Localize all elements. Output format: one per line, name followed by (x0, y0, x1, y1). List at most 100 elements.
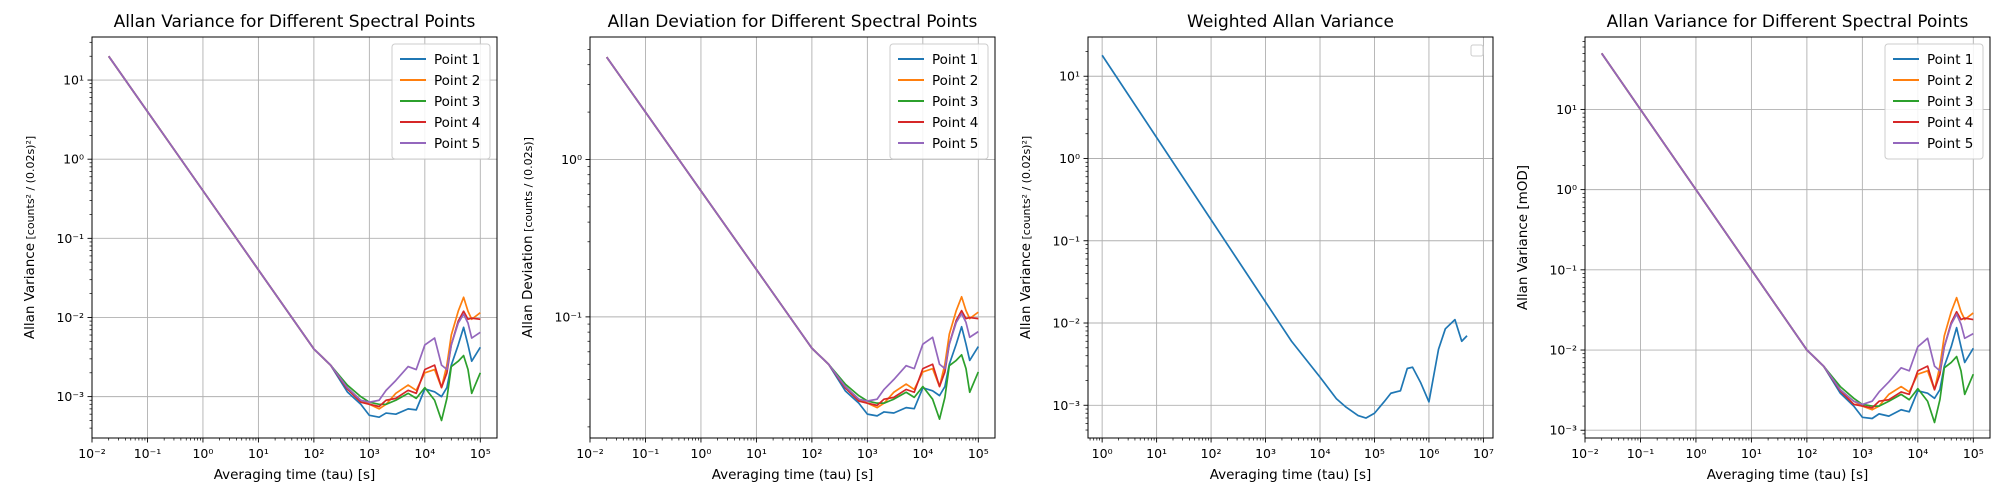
y-tick-label: 10¹ (63, 73, 84, 88)
legend-label: Point 5 (1927, 136, 1973, 152)
legend-label: Point 2 (1927, 73, 1973, 89)
x-tick-label: 10⁻¹ (134, 446, 162, 461)
y-tick-label: 10¹ (1556, 102, 1577, 117)
y-tick-label: 10⁻³ (1052, 398, 1080, 413)
series-line-point-5 (1601, 52, 1974, 406)
x-tick-label: 10¹ (248, 446, 269, 461)
chart-title: Allan Variance for Different Spectral Po… (1607, 12, 1969, 32)
chart-panel-1: 10⁻² 10⁻¹ 10⁰ 10¹ 10² 10³ 10⁴ 10⁵ 10⁻³ 10⁻² 10⁻¹ 10… (22, 12, 498, 483)
x-tick-label: 10³ (359, 446, 380, 461)
legend-label: Point 3 (932, 94, 978, 110)
x-tick-label: 10⁵ (470, 446, 491, 461)
x-tick-label: 10⁰ (1685, 446, 1706, 461)
x-axis-label: Averaging time (tau) [s] (214, 467, 376, 483)
x-tick-label: 10⁴ (912, 446, 933, 461)
y-axis-label-unit: [counts² / (0.02s)²] (1020, 136, 1033, 243)
y-axis-label-text: Allan Variance (22, 243, 38, 339)
legend-label: Point 1 (932, 52, 978, 68)
x-tick-label: 10⁰ (1092, 446, 1113, 461)
chart-panel-2: 10⁻² 10⁻¹ 10⁰ 10¹ 10² 10³ 10⁴ 10⁵ 10⁻¹ 10⁰ Allan D… (520, 12, 996, 483)
axes-frame (1087, 36, 1494, 439)
legend: Point 1 Point 2 Point 3 Point 4 Point 5 (1884, 43, 1984, 160)
chart-title: Allan Deviation for Different Spectral P… (608, 12, 978, 32)
x-tick-label: 10⁻² (78, 446, 106, 461)
y-tick-label: 10⁻³ (1549, 423, 1577, 438)
x-tick-label: 10⁵ (968, 446, 989, 461)
y-axis-label-unit: [counts / (0.02s)] (522, 137, 535, 235)
y-tick-label: 10⁰ (1556, 182, 1577, 197)
legend-label: Point 5 (434, 136, 480, 152)
y-tick-label: 10⁻² (1052, 316, 1080, 331)
y-tick-label: 10⁻¹ (554, 309, 582, 324)
x-tick-label: 10¹ (1146, 446, 1167, 461)
series-line-point-5 (606, 56, 979, 402)
x-axis-label: Averaging time (tau) [s] (1210, 467, 1372, 483)
chart-panel-4: 10⁻² 10⁻¹ 10⁰ 10¹ 10² 10³ 10⁴ 10⁵ 10⁻³ 10⁻² 10⁻¹ 10… (1515, 12, 1991, 483)
axes-frame (589, 36, 996, 439)
x-tick-label: 10⁻¹ (1627, 446, 1655, 461)
chart-title: Weighted Allan Variance (1187, 12, 1394, 32)
legend-label: Point 2 (434, 73, 480, 89)
x-tick-label: 10⁵ (1364, 446, 1385, 461)
x-axis-label: Averaging time (tau) [s] (712, 467, 874, 483)
x-tick-label: 10³ (1255, 446, 1276, 461)
x-tick-label: 10⁻² (1571, 446, 1599, 461)
x-tick-label: 10⁻² (576, 446, 604, 461)
y-axis-label-text: Allan Deviation (520, 235, 536, 337)
y-tick-label: 10⁻¹ (1052, 233, 1080, 248)
x-tick-label: 10⁴ (414, 446, 435, 461)
y-tick-label: 10⁻³ (56, 389, 84, 404)
x-tick-label: 10³ (857, 446, 878, 461)
y-tick-label: 10¹ (1059, 69, 1080, 84)
chart-title: Allan Variance for Different Spectral Po… (114, 12, 476, 32)
legend-label: Point 2 (932, 73, 978, 89)
y-tick-label: 10⁻² (1549, 343, 1577, 358)
series-line-weighted (1101, 54, 1468, 419)
legend-box (391, 43, 491, 160)
x-tick-label: 10² (303, 446, 324, 461)
y-tick-label: 10⁰ (63, 152, 84, 167)
x-tick-label: 10⁰ (192, 446, 213, 461)
legend: Point 1 Point 2 Point 3 Point 4 Point 5 (889, 43, 989, 160)
x-tick-label: 10⁶ (1418, 446, 1439, 461)
y-axis-label: Allan Deviation [counts / (0.02s)] (520, 137, 536, 338)
y-axis-label: Allan Variance [mOD] (1515, 165, 1531, 310)
chart-panel-3: 10⁰ 10¹ 10² 10³ 10⁴ 10⁵ 10⁶ 10⁷ 10⁻³ 10⁻² 10⁻¹ 10⁰ 1… (1018, 12, 1494, 483)
y-axis-label-text: Allan Variance [mOD] (1515, 165, 1531, 310)
x-tick-label: 10² (1201, 446, 1222, 461)
x-axis-label: Averaging time (tau) [s] (1707, 467, 1869, 483)
x-tick-label: 10² (1796, 446, 1817, 461)
y-tick-label: 10⁰ (561, 152, 582, 167)
y-axis-label-text: Allan Variance (1018, 243, 1034, 339)
x-tick-label: 10⁴ (1310, 446, 1331, 461)
legend-label: Point 5 (932, 136, 978, 152)
y-tick-label: 10⁻² (56, 310, 84, 325)
y-axis-label: Allan Variance [counts² / (0.02s)²] (1018, 136, 1034, 339)
x-tick-label: 10⁵ (1963, 446, 1984, 461)
axes-frame (1584, 36, 1991, 439)
legend-label: Point 4 (1927, 115, 1973, 131)
legend-box (1884, 43, 1984, 160)
legend-label: Point 3 (434, 94, 480, 110)
legend-label: Point 4 (932, 115, 978, 131)
y-tick-label: 10⁻¹ (56, 231, 84, 246)
x-tick-label: 10³ (1852, 446, 1873, 461)
y-tick-label: 10⁻¹ (1549, 262, 1577, 277)
y-axis-label: Allan Variance [counts² / (0.02s)²] (22, 136, 38, 339)
series-line-point-5 (108, 55, 481, 404)
legend: Point 1 Point 2 Point 3 Point 4 Point 5 (391, 43, 491, 160)
x-tick-label: 10⁴ (1907, 446, 1928, 461)
x-tick-label: 10⁷ (1473, 446, 1494, 461)
x-tick-label: 10² (801, 446, 822, 461)
y-tick-label: 10⁰ (1059, 151, 1080, 166)
x-tick-label: 10¹ (746, 446, 767, 461)
legend-label: Point 1 (1927, 52, 1973, 68)
legend-label: Point 4 (434, 115, 480, 131)
x-tick-label: 10⁰ (690, 446, 711, 461)
x-tick-label: 10¹ (1741, 446, 1762, 461)
legend-label: Point 1 (434, 52, 480, 68)
legend-box (1470, 44, 1484, 57)
legend-box (889, 43, 989, 160)
legend-label: Point 3 (1927, 94, 1973, 110)
